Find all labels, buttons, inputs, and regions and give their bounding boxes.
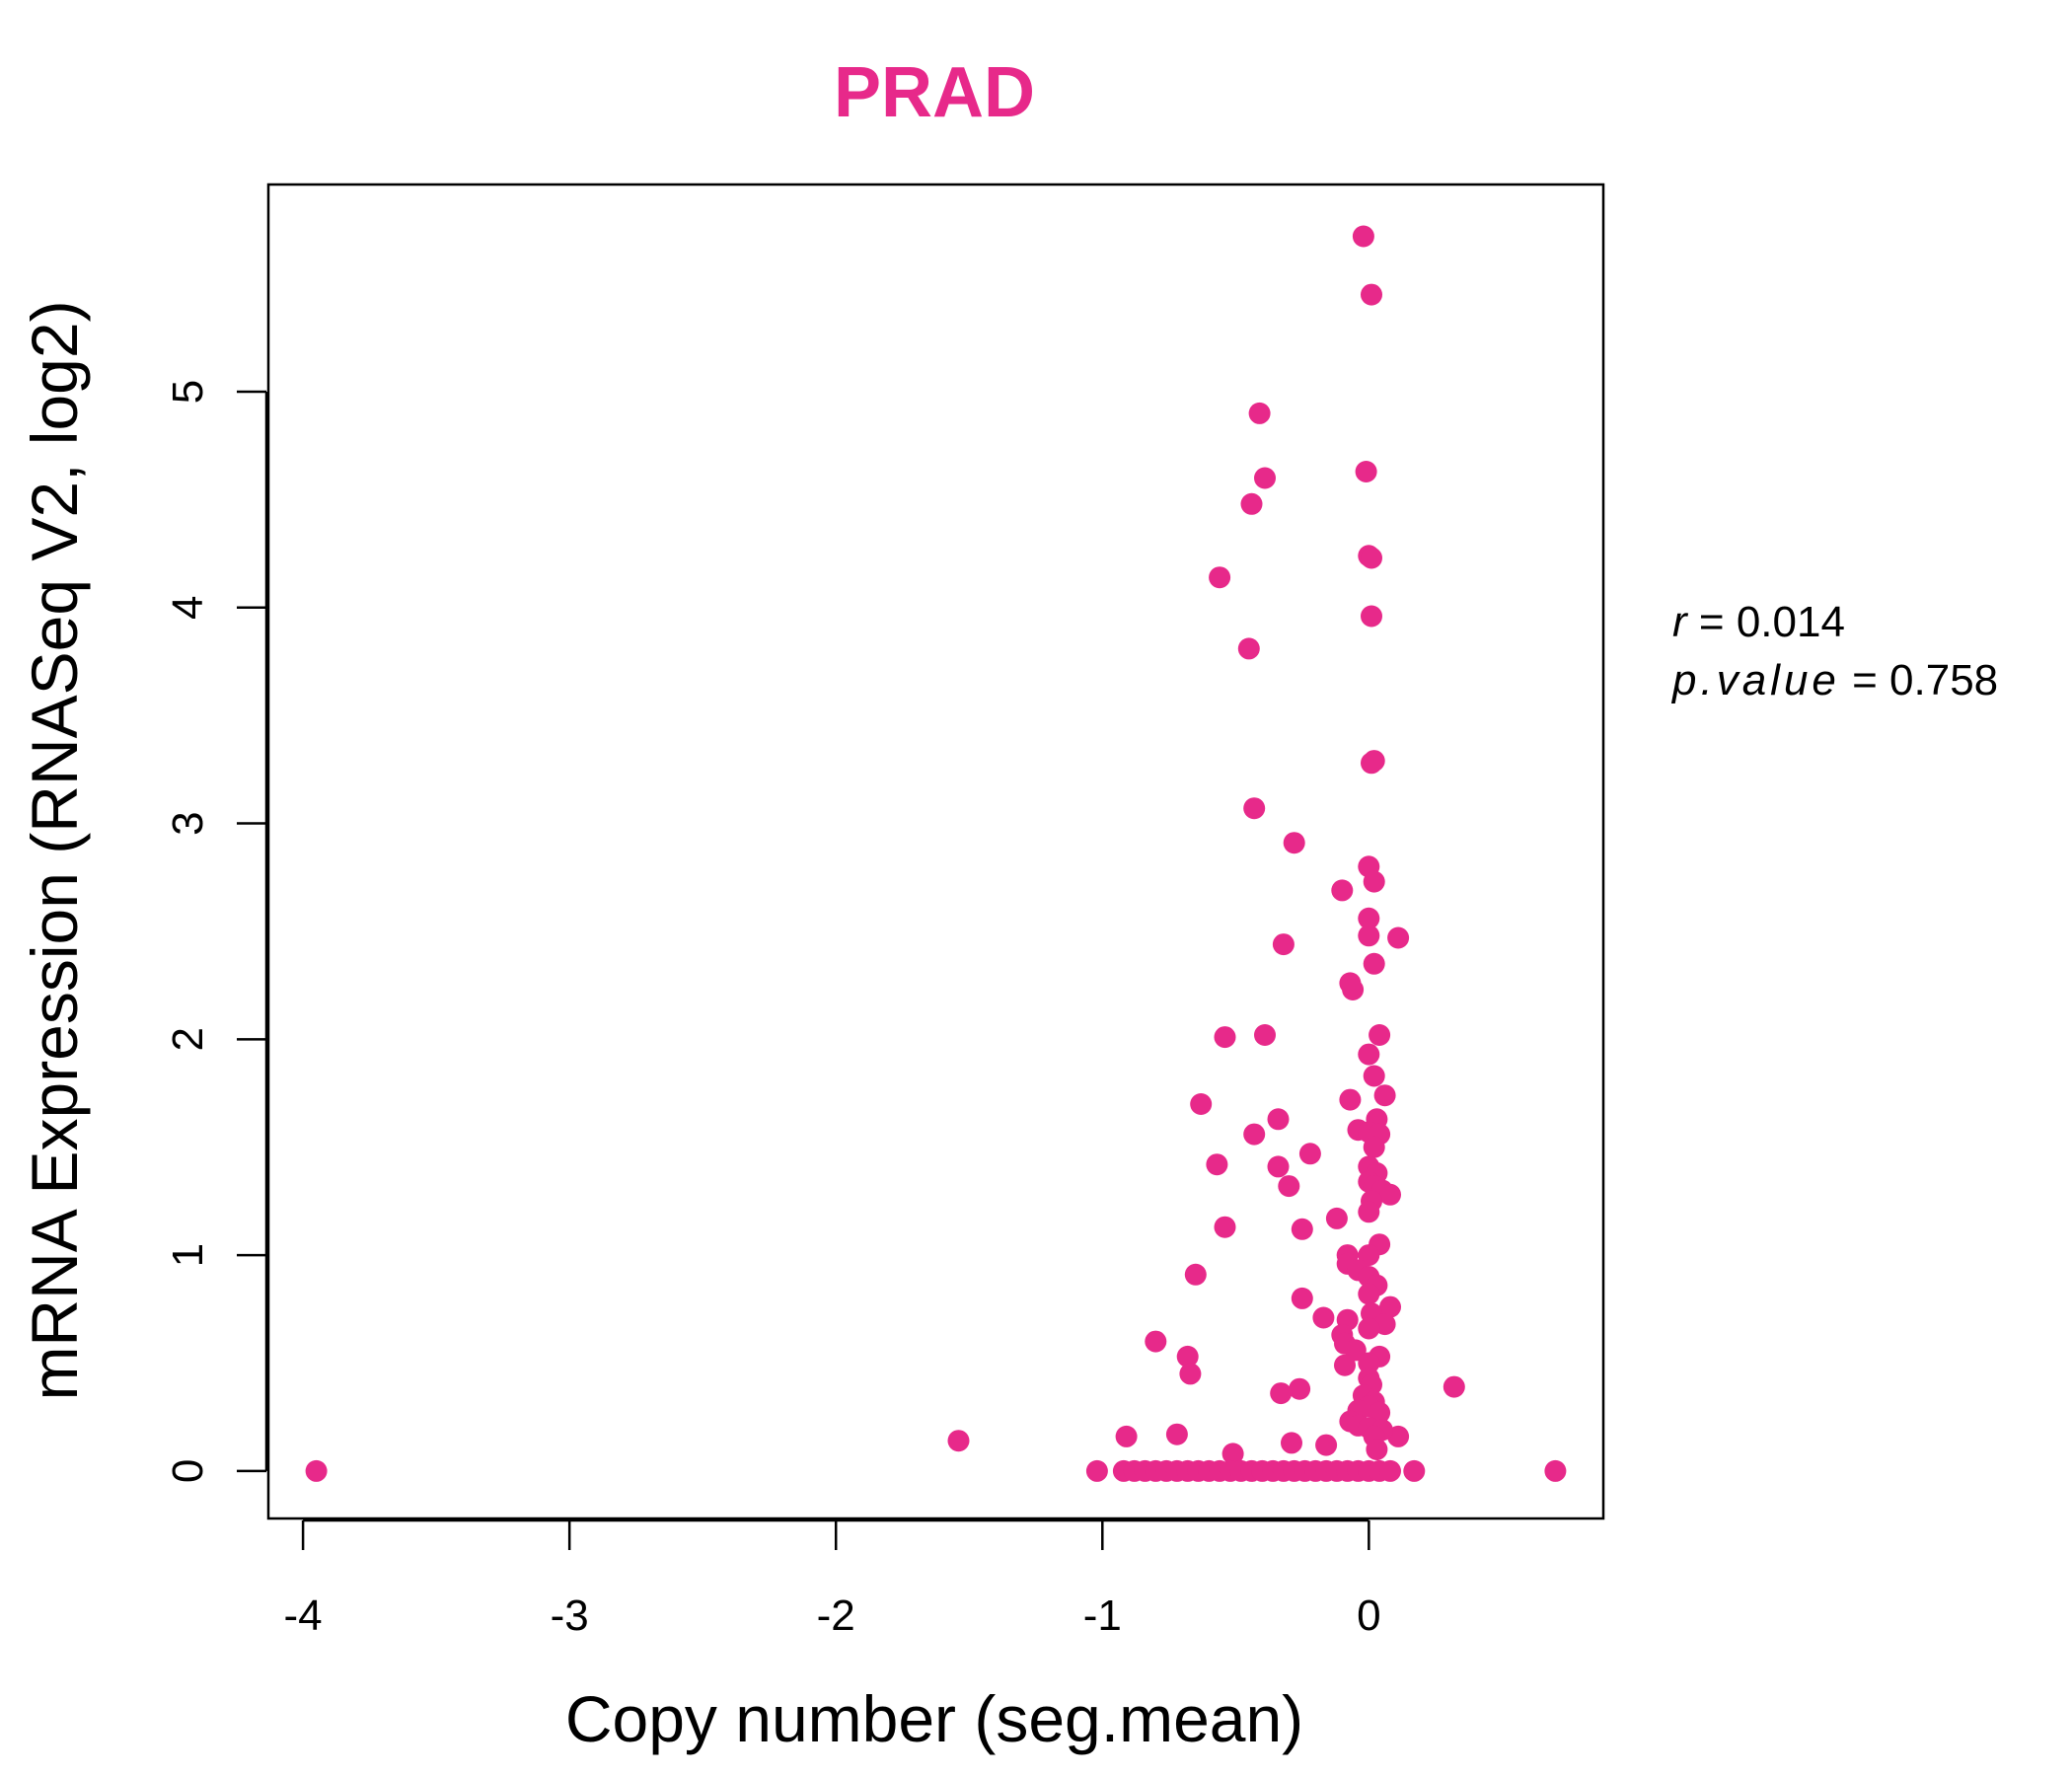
data-point xyxy=(1358,1043,1380,1066)
data-point xyxy=(1369,1024,1391,1046)
data-point xyxy=(1190,1093,1213,1115)
data-point xyxy=(1334,1354,1356,1376)
data-point xyxy=(1281,1432,1302,1454)
data-point xyxy=(1085,1459,1108,1482)
data-point xyxy=(1176,1345,1199,1368)
y-tick-label: 0 xyxy=(164,1459,212,1483)
data-point xyxy=(1352,225,1374,248)
data-point xyxy=(1339,1088,1362,1111)
x-tick-label: -4 xyxy=(284,1591,323,1640)
data-point xyxy=(1544,1459,1567,1482)
data-point xyxy=(1283,832,1305,854)
data-point xyxy=(1379,1459,1401,1482)
y-tick-label: 3 xyxy=(164,811,212,835)
data-point xyxy=(1278,1175,1300,1198)
data-point xyxy=(1240,492,1263,515)
data-point xyxy=(1363,1136,1385,1158)
data-point xyxy=(1358,1244,1380,1267)
data-point xyxy=(1115,1425,1138,1447)
data-point xyxy=(1363,1065,1385,1087)
data-point xyxy=(1369,1401,1391,1424)
data-point xyxy=(1355,461,1377,482)
data-point xyxy=(1291,1218,1313,1240)
data-point xyxy=(1298,1143,1321,1165)
data-point xyxy=(1387,926,1410,949)
data-point xyxy=(1254,467,1276,489)
data-point xyxy=(1342,979,1365,1000)
data-point xyxy=(1361,547,1382,569)
data-point xyxy=(1358,925,1380,947)
x-tick-label: 0 xyxy=(1357,1591,1380,1640)
y-tick-label: 2 xyxy=(164,1027,212,1051)
data-point xyxy=(1206,1153,1228,1176)
data-point xyxy=(1214,1026,1236,1049)
data-point xyxy=(1366,1439,1388,1460)
data-point xyxy=(947,1430,970,1452)
data-points xyxy=(305,225,1567,1482)
r-value: 0.014 xyxy=(1737,598,1845,646)
data-point xyxy=(1358,1352,1380,1374)
r-equals: = xyxy=(1687,598,1737,646)
data-point xyxy=(1237,637,1260,660)
data-point xyxy=(1358,1283,1380,1305)
y-tick-label: 4 xyxy=(164,596,212,620)
data-point xyxy=(1361,605,1382,628)
data-point xyxy=(305,1459,328,1482)
data-point xyxy=(1379,1295,1401,1318)
data-point xyxy=(1358,907,1380,929)
data-point xyxy=(1363,750,1385,773)
y-axis-label: mRNA Expression (RNASeq V2, log2) xyxy=(18,300,91,1400)
data-point xyxy=(1312,1306,1335,1329)
data-point xyxy=(1344,1339,1367,1362)
data-point xyxy=(1363,870,1385,893)
data-point xyxy=(1373,1084,1396,1107)
p-equals: = xyxy=(1840,656,1889,704)
data-point xyxy=(1184,1263,1207,1286)
data-point xyxy=(1165,1423,1188,1445)
data-point xyxy=(1243,1123,1266,1146)
data-point xyxy=(1267,1155,1290,1178)
data-point xyxy=(1267,1108,1290,1131)
data-point xyxy=(1358,1201,1380,1223)
data-point xyxy=(1325,1207,1348,1229)
data-point xyxy=(1443,1375,1465,1398)
r-label: r xyxy=(1672,598,1689,646)
x-tick-label: -2 xyxy=(817,1591,855,1640)
data-point xyxy=(1289,1377,1311,1400)
data-point xyxy=(1315,1434,1338,1456)
x-tick-label: -3 xyxy=(551,1591,589,1640)
data-point xyxy=(1209,566,1231,589)
data-point xyxy=(1358,1317,1380,1340)
data-point xyxy=(1243,797,1266,820)
x-axis: -4 -3 -2 -1 0 xyxy=(284,1518,1381,1640)
x-axis-label: Copy number (seg.mean) xyxy=(565,1682,1303,1755)
y-tick-label: 5 xyxy=(164,380,212,404)
data-point xyxy=(1254,1024,1276,1046)
data-point xyxy=(1361,283,1382,306)
data-point xyxy=(1272,933,1295,956)
x-tick-label: -1 xyxy=(1083,1591,1122,1640)
r-statistic: r = 0.014 xyxy=(1672,598,1845,646)
p-value: 0.758 xyxy=(1889,656,1998,704)
data-point xyxy=(1331,879,1354,902)
y-tick-label: 1 xyxy=(164,1243,212,1267)
data-point xyxy=(1270,1382,1293,1405)
data-point xyxy=(1379,1183,1401,1206)
p-label: p.value xyxy=(1670,656,1840,704)
data-point xyxy=(1145,1330,1167,1353)
y-axis: 0 1 2 3 4 5 xyxy=(164,380,268,1483)
data-point xyxy=(1214,1216,1236,1238)
data-point xyxy=(1291,1287,1313,1309)
data-point xyxy=(1363,952,1385,975)
data-point xyxy=(1221,1443,1244,1465)
data-point xyxy=(1179,1363,1202,1385)
data-point xyxy=(1248,402,1271,424)
p-value-statistic: p.value = 0.758 xyxy=(1670,656,1998,704)
chart-title: PRAD xyxy=(834,53,1035,132)
data-point xyxy=(1403,1459,1426,1482)
plot-frame xyxy=(266,183,1605,1520)
